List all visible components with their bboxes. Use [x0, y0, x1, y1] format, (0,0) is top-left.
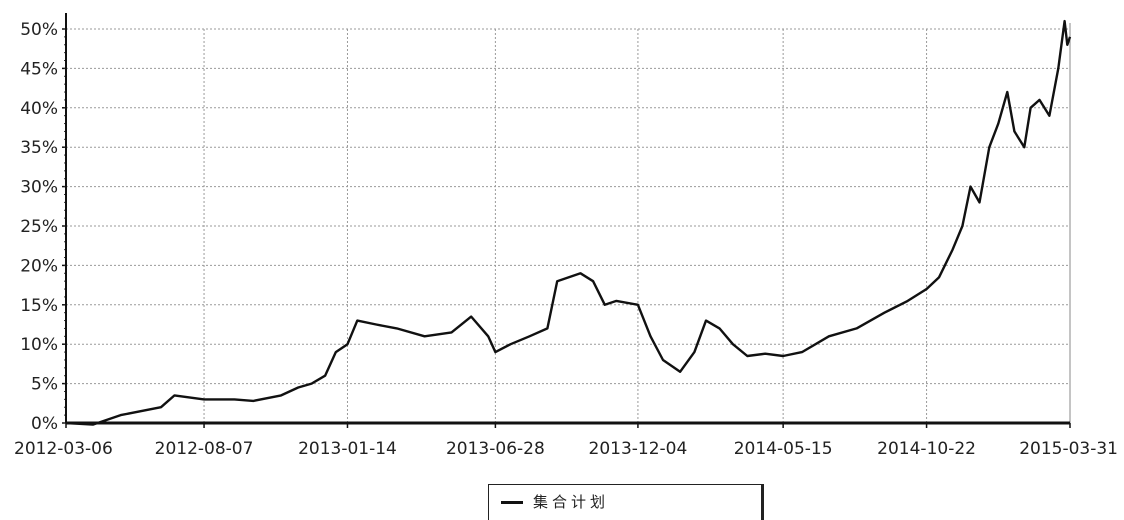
y-tick-label: 50% — [20, 20, 58, 40]
x-tick-label: 2012-08-07 — [155, 439, 254, 459]
y-tick-label: 10% — [20, 335, 58, 355]
x-tick-label: 2013-01-14 — [298, 439, 397, 459]
x-tick-label: 2015-03-31 — [1019, 439, 1118, 459]
legend: 集合计划 — [488, 484, 764, 520]
legend-label: 集合计划 — [533, 493, 610, 511]
series-line — [65, 19, 1072, 426]
x-tick-labels: 2012-03-06 2012-08-07 2013-01-14 2013-06-28… — [14, 439, 1118, 459]
y-tick-label: 25% — [20, 217, 58, 237]
y-tick-labels: 0% 5% 10% 15% 20% 25% 30% 35% 40% 45% 50% — [20, 20, 58, 434]
y-tick-label: 5% — [31, 375, 58, 395]
legend-swatch — [501, 501, 523, 504]
x-tick-label: 2013-06-28 — [446, 439, 545, 459]
x-tick-label: 2013-12-04 — [589, 439, 688, 459]
x-tick-label: 2014-10-22 — [877, 439, 976, 459]
x-tick-label: 2014-05-15 — [734, 439, 833, 459]
series-layer — [65, 19, 1072, 426]
y-tick-label: 15% — [20, 296, 58, 316]
axes — [62, 13, 1071, 428]
y-tick-label: 45% — [20, 59, 58, 79]
y-tick-label: 30% — [20, 178, 58, 198]
y-tick-label: 40% — [20, 99, 58, 119]
x-tick-label: 2012-03-06 — [14, 439, 113, 459]
y-tick-label: 35% — [20, 138, 58, 158]
y-tick-label: 0% — [31, 414, 58, 434]
grid — [66, 28, 1071, 423]
y-tick-label: 20% — [20, 256, 58, 276]
